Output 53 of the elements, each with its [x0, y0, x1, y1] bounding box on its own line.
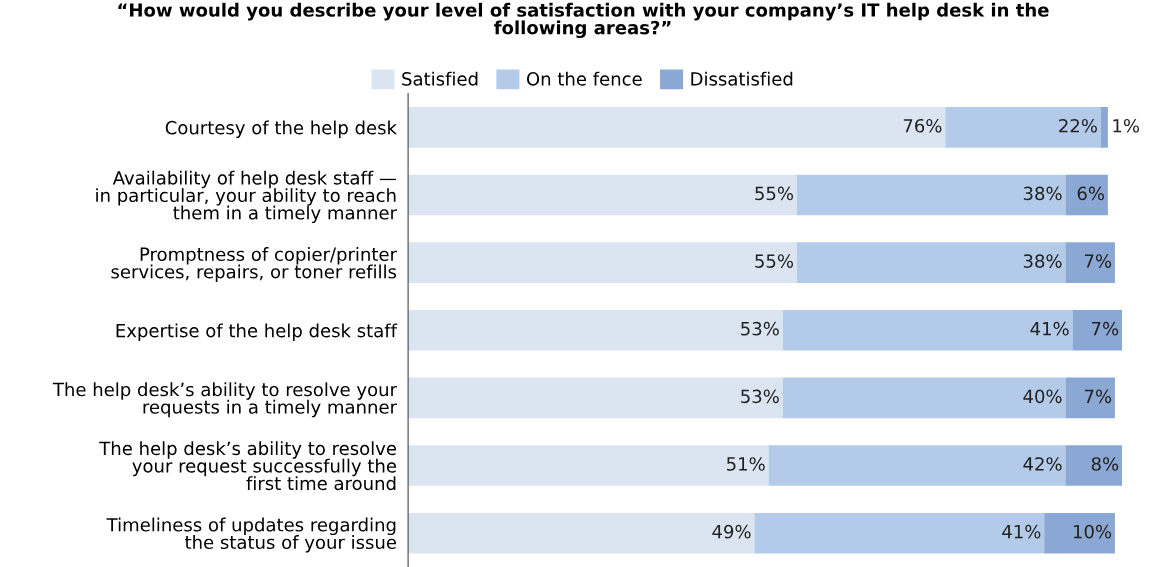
data-label: 6% [1077, 186, 1105, 201]
legend-label: On the fence [526, 71, 642, 86]
data-label: 42% [1023, 457, 1062, 471]
y-tick-label: The help desk’s ability to resolve your request successfully the first time around [99, 441, 397, 491]
legend-label: Satisfied [402, 71, 478, 86]
bar [754, 512, 1045, 554]
bar [408, 242, 797, 283]
bar [1072, 309, 1123, 351]
data-label: 40% [1023, 389, 1062, 404]
y-tick-label: Promptness of copier/printer services, repairs, or toner refills [111, 247, 397, 282]
data-label: 38% [1023, 254, 1062, 268]
data-label: 41% [1002, 524, 1041, 539]
data-label: 76% [903, 118, 942, 133]
y-tick-label: Courtesy of the help desk [165, 120, 397, 138]
data-label: 55% [755, 254, 794, 268]
bar [1065, 377, 1115, 419]
bar [408, 309, 783, 351]
bar [782, 377, 1066, 419]
bar [408, 174, 797, 216]
data-label: 1% [1113, 118, 1140, 133]
data-label: 8% [1091, 457, 1119, 471]
data-label: 7% [1092, 321, 1119, 336]
data-label: 49% [712, 524, 751, 539]
bar [1065, 174, 1108, 216]
bar [796, 242, 1066, 283]
bar [1044, 512, 1115, 554]
bar [408, 512, 755, 554]
y-tick-label: Timeliness of updates regarding the status of your issue [106, 517, 397, 553]
bar [408, 107, 946, 148]
data-label: 51% [727, 457, 765, 471]
y-tick-label: Availability of help desk staff — in particular, your ability to reach them in a timely manner [96, 170, 397, 224]
y-tick-label: The help desk’s ability to resolve your requests in a timely manner [52, 382, 397, 418]
bar [1065, 242, 1115, 283]
data-label: 22% [1059, 118, 1097, 133]
legend-label: Dissatisfied [691, 71, 793, 86]
bar [945, 107, 1101, 148]
data-label: 41% [1030, 321, 1069, 336]
data-label: 55% [755, 186, 794, 201]
y-tick-label: Expertise of the help desk staff [116, 323, 398, 341]
bar [408, 445, 769, 486]
chart-title: “How would you describe your level of satisfaction with your company’s IT help desk in the following areas?” [118, 2, 1049, 39]
data-label: 38% [1023, 186, 1062, 201]
bar [796, 174, 1066, 216]
data-label: 7% [1084, 254, 1112, 268]
bar [782, 309, 1073, 351]
bar [1065, 445, 1123, 486]
data-label: 7% [1084, 389, 1112, 404]
data-label: 53% [741, 389, 779, 404]
bar [1100, 107, 1108, 148]
data-label: 53% [741, 321, 779, 336]
bar [408, 377, 783, 419]
bar [768, 445, 1066, 486]
data-label: 10% [1073, 524, 1112, 539]
